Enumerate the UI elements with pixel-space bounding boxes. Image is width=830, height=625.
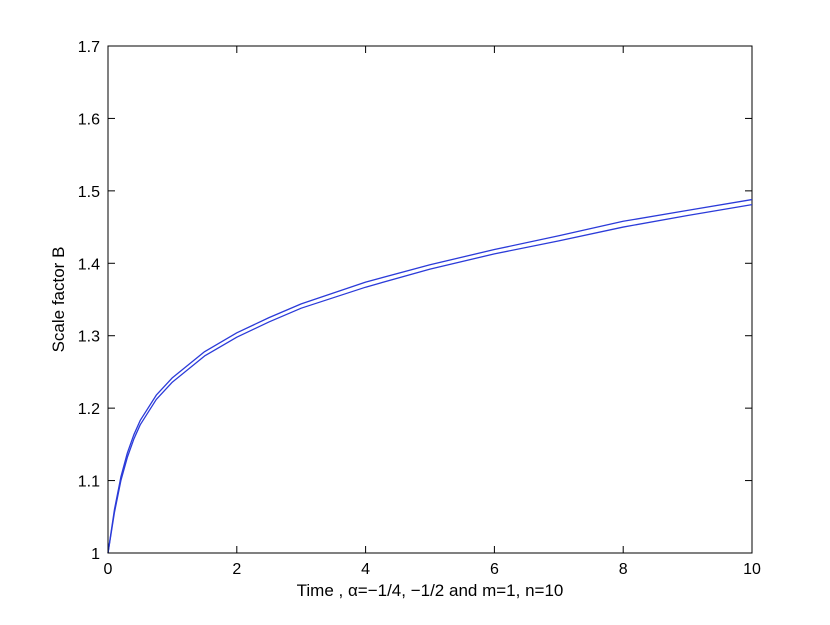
y-tick-label: 1.6 (78, 111, 100, 128)
y-tick-label: 1 (91, 546, 100, 563)
x-axis-label: Time , α=−1/4, −1/2 and m=1, n=10 (297, 581, 564, 600)
y-tick-label: 1.5 (78, 184, 100, 201)
x-tick-label: 0 (104, 561, 113, 578)
y-tick-label: 1.4 (78, 256, 100, 273)
x-axis-ticks: 0 2 4 6 8 10 (104, 46, 761, 578)
x-tick-label: 8 (619, 561, 628, 578)
x-tick-label: 10 (743, 561, 761, 578)
y-tick-label: 1.2 (78, 401, 100, 418)
y-tick-label: 1.3 (78, 329, 100, 346)
plot-area (107, 45, 753, 554)
series-line-1 (107, 198, 753, 554)
x-tick-label: 6 (490, 561, 499, 578)
y-tick-label: 1.1 (78, 474, 100, 491)
y-axis-ticks: 1 1.1 1.2 1.3 1.4 1.5 1.6 1.7 (78, 39, 752, 563)
series-layer (107, 198, 753, 554)
x-tick-label: 4 (361, 561, 370, 578)
y-tick-label: 1.7 (78, 39, 100, 56)
y-axis-label: Scale factor B (49, 247, 68, 353)
series-line-2 (107, 203, 753, 554)
x-tick-label: 2 (232, 561, 241, 578)
